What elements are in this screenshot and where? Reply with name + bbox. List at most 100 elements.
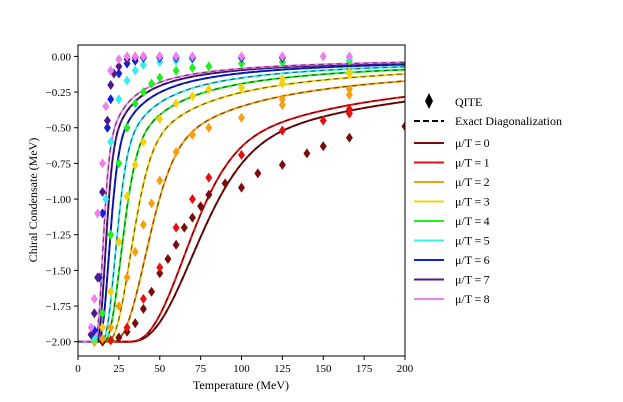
exact-curve-2 — [78, 80, 405, 343]
x-tick-label: 100 — [233, 363, 250, 375]
qite-point — [205, 122, 213, 133]
legend-label-4: μ/T = 4 — [455, 214, 490, 228]
qite-point — [90, 308, 98, 319]
y-tick-label: −1.75 — [46, 301, 72, 313]
qite-point — [123, 272, 131, 283]
qite-point — [188, 91, 196, 102]
qite-point — [131, 246, 139, 257]
qite-point — [188, 212, 196, 223]
qite-point — [107, 65, 115, 76]
x-tick-label: 125 — [274, 363, 291, 375]
y-tick-label: −0.75 — [46, 158, 72, 170]
qite-point — [139, 59, 147, 70]
qite-point — [131, 98, 139, 109]
qite-point — [172, 146, 180, 157]
x-tick-label: 150 — [315, 363, 332, 375]
x-tick-label: 75 — [195, 363, 207, 375]
qite-point — [205, 84, 213, 95]
qite-point — [107, 286, 115, 297]
qite-point — [107, 322, 115, 333]
y-tick-label: 0.00 — [52, 51, 72, 63]
legend-label-6: μ/T = 6 — [455, 253, 490, 267]
qite-point — [156, 114, 164, 125]
qite-point — [180, 222, 188, 233]
qite-point — [103, 115, 111, 126]
exact-curve-0 — [78, 101, 405, 343]
x-axis: 0 25 50 75 100 125 150 175 200 — [75, 356, 414, 375]
qite-point — [139, 137, 147, 148]
y-tick-label: −2.00 — [46, 337, 72, 349]
qite-point — [345, 67, 353, 78]
legend-exact-label: Exact Diagonalization — [455, 114, 562, 128]
qite-point — [345, 89, 353, 100]
qite-point — [148, 286, 156, 297]
qite-point — [205, 172, 213, 183]
legend-label-1: μ/T = 1 — [455, 156, 490, 170]
qite-point — [238, 82, 245, 93]
exact-curve-1 — [78, 96, 405, 343]
qite-point — [123, 75, 131, 86]
qite-point — [99, 333, 107, 344]
legend-label-0: μ/T = 0 — [455, 136, 490, 150]
qite-point — [238, 182, 245, 193]
qite-point — [99, 208, 107, 219]
qite-point — [123, 322, 131, 333]
qite-point — [345, 104, 353, 115]
qite-point — [115, 332, 123, 343]
qite-point — [188, 194, 196, 205]
x-tick-label: 0 — [75, 363, 81, 375]
legend-label-2: μ/T = 2 — [455, 175, 490, 189]
qite-point — [221, 178, 229, 189]
qite-point — [131, 65, 139, 76]
qite-point — [87, 329, 95, 340]
y-axis: 0.00 −0.25 −0.50 −0.75 −1.00 −1.25 −1.50 −1.75 −… — [46, 51, 78, 349]
qite-point — [278, 159, 286, 170]
curve-0 — [78, 100, 405, 343]
legend-label-8: μ/T = 8 — [455, 292, 490, 306]
qite-point — [188, 129, 196, 140]
qite-point — [139, 293, 147, 304]
qite-point — [278, 51, 286, 62]
qite-point — [172, 65, 180, 76]
qite-point — [278, 99, 286, 110]
y-tick-label: −1.25 — [46, 230, 72, 242]
qite-point — [156, 268, 164, 279]
qite-point — [115, 68, 123, 79]
qite-point — [115, 61, 123, 72]
qite-point — [148, 78, 156, 89]
qite-point — [238, 112, 245, 123]
y-tick-label: −0.25 — [46, 87, 72, 99]
legend: QITE Exact Diagonalization μ/T = 0 μ/T = … — [414, 93, 562, 306]
exact-curve-6 — [78, 63, 405, 343]
qite-point — [278, 125, 286, 136]
qite-point — [107, 137, 115, 148]
qite-point — [238, 51, 245, 62]
qite-point — [238, 149, 245, 160]
qite-point — [94, 208, 102, 219]
qite-point — [123, 191, 131, 202]
qite-point — [319, 115, 327, 126]
qite-point — [319, 51, 327, 62]
y-axis-label: Chiral Condensate (MeV) — [26, 138, 40, 263]
legend-label-5: μ/T = 5 — [455, 234, 490, 248]
qite-point — [197, 201, 205, 212]
qite-point — [139, 303, 147, 314]
x-tick-label: 175 — [356, 363, 373, 375]
qite-point — [115, 54, 123, 65]
qite-point — [139, 51, 147, 62]
qite-point — [205, 189, 213, 200]
qite-point — [205, 61, 213, 72]
qite-point — [156, 51, 164, 62]
x-tick-label: 25 — [113, 363, 125, 375]
qite-point — [115, 94, 123, 105]
series-curves — [78, 61, 405, 343]
qite-point — [188, 51, 196, 62]
qite-point — [238, 58, 245, 69]
qite-point — [107, 335, 115, 346]
qite-point — [115, 301, 123, 312]
qite-point — [278, 94, 286, 105]
qite-point — [303, 148, 311, 159]
qite-point — [90, 293, 98, 304]
qite-point — [99, 158, 107, 169]
x-tick-label: 50 — [154, 363, 166, 375]
